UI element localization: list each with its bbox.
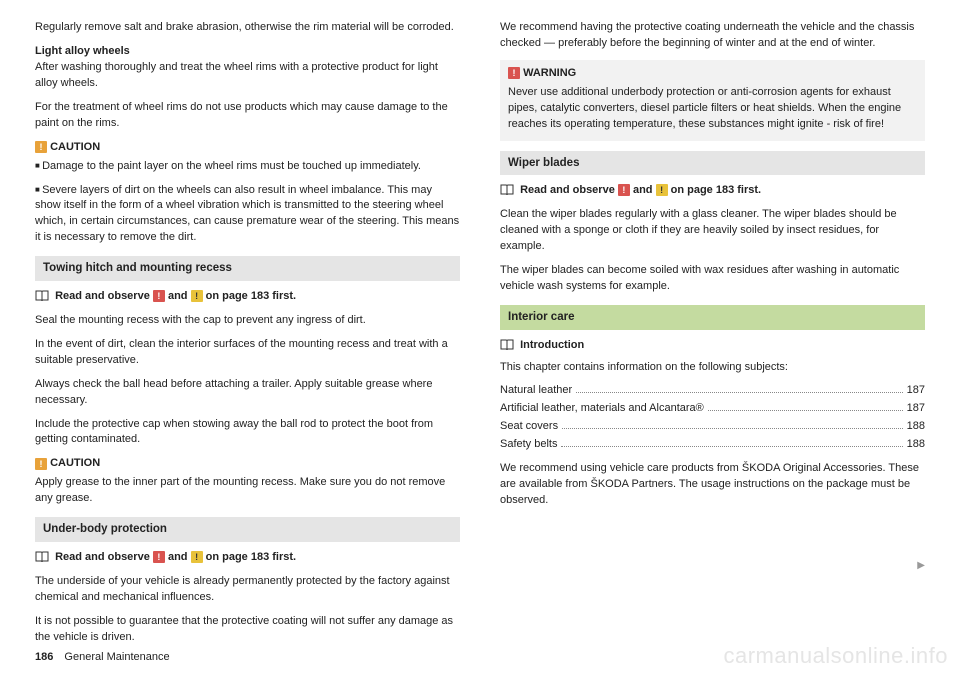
toc-dots: [562, 428, 903, 429]
body-text: For the treatment of wheel rims do not u…: [35, 100, 460, 132]
right-column: We recommend having the protective coati…: [500, 20, 925, 654]
bullet-item: Damage to the paint layer on the wheel r…: [35, 159, 460, 175]
read-observe-note: Read and observe ! and ! on page 183 fir…: [35, 550, 460, 566]
section-heading: Towing hitch and mounting recess: [35, 256, 460, 281]
body-text: We recommend using vehicle care products…: [500, 461, 925, 509]
toc-page: 188: [907, 419, 925, 435]
book-icon: [500, 339, 514, 351]
page-number: 186: [35, 651, 53, 663]
toc-row: Safety belts 188: [500, 437, 925, 453]
continuation-arrow-icon: ▶: [917, 560, 925, 571]
intro-heading: Introduction: [500, 336, 925, 360]
warning-ref-icon: !: [153, 290, 165, 302]
caution-icon: !: [35, 141, 47, 153]
warning-ref-icon: !: [618, 184, 630, 196]
read-observe-note: Read and observe ! and ! on page 183 fir…: [500, 183, 925, 199]
bullet-item: Severe layers of dirt on the wheels can …: [35, 183, 460, 247]
book-icon: [500, 184, 514, 196]
caution-icon: !: [35, 458, 47, 470]
body-text: Include the protective cap when stowing …: [35, 417, 460, 449]
section-heading: Wiper blades: [500, 151, 925, 176]
toc-label: Natural leather: [500, 383, 572, 399]
warning-ref-icon: !: [153, 551, 165, 563]
body-text: The wiper blades can become soiled with …: [500, 263, 925, 295]
body-text: The underside of your vehicle is already…: [35, 574, 460, 606]
toc-row: Seat covers 188: [500, 419, 925, 435]
toc-page: 187: [907, 401, 925, 417]
toc-row: Artificial leather, materials and Alcant…: [500, 401, 925, 417]
footer-title: General Maintenance: [64, 651, 169, 663]
page-footer: 186 General Maintenance: [35, 651, 170, 663]
body-text: Clean the wiper blades regularly with a …: [500, 207, 925, 255]
toc-dots: [561, 446, 902, 447]
body-text: We recommend having the protective coati…: [500, 20, 925, 52]
toc-dots: [708, 410, 903, 411]
watermark-text: carmanualsonline.info: [723, 643, 948, 669]
toc-label: Artificial leather, materials and Alcant…: [500, 401, 704, 417]
toc-dots: [576, 392, 902, 393]
page-content: Regularly remove salt and brake abrasion…: [0, 0, 960, 664]
warning-box: ! WARNING Never use additional underbody…: [500, 60, 925, 141]
book-icon: [35, 551, 49, 563]
book-icon: [35, 290, 49, 302]
body-text: This chapter contains information on the…: [500, 360, 925, 376]
body-text: After washing thoroughly and treat the w…: [35, 61, 438, 89]
toc-label: Seat covers: [500, 419, 558, 435]
read-observe-note: Read and observe ! and ! on page 183 fir…: [35, 289, 460, 305]
caution-ref-icon: !: [656, 184, 668, 196]
caution-heading: ! CAUTION: [35, 140, 460, 156]
caution-ref-icon: !: [191, 551, 203, 563]
caution-heading: ! CAUTION: [35, 456, 460, 472]
subheading: Light alloy wheels After washing thoroug…: [35, 44, 460, 92]
toc-page: 187: [907, 383, 925, 399]
body-text: Apply grease to the inner part of the mo…: [35, 475, 460, 507]
body-text: It is not possible to guarantee that the…: [35, 614, 460, 646]
toc-list: Natural leather 187 Artificial leather, ma…: [500, 383, 925, 453]
left-column: Regularly remove salt and brake abrasion…: [35, 20, 460, 654]
warning-icon: !: [508, 67, 520, 79]
section-heading: Under-body protection: [35, 517, 460, 542]
toc-row: Natural leather 187: [500, 383, 925, 399]
toc-page: 188: [907, 437, 925, 453]
body-text: Seal the mounting recess with the cap to…: [35, 313, 460, 329]
body-text: In the event of dirt, clean the interior…: [35, 337, 460, 369]
section-heading-green: Interior care: [500, 305, 925, 330]
warning-body: Never use additional underbody protectio…: [508, 85, 917, 133]
body-text: Regularly remove salt and brake abrasion…: [35, 20, 460, 36]
caution-ref-icon: !: [191, 290, 203, 302]
toc-label: Safety belts: [500, 437, 557, 453]
body-text: Always check the ball head before attach…: [35, 377, 460, 409]
